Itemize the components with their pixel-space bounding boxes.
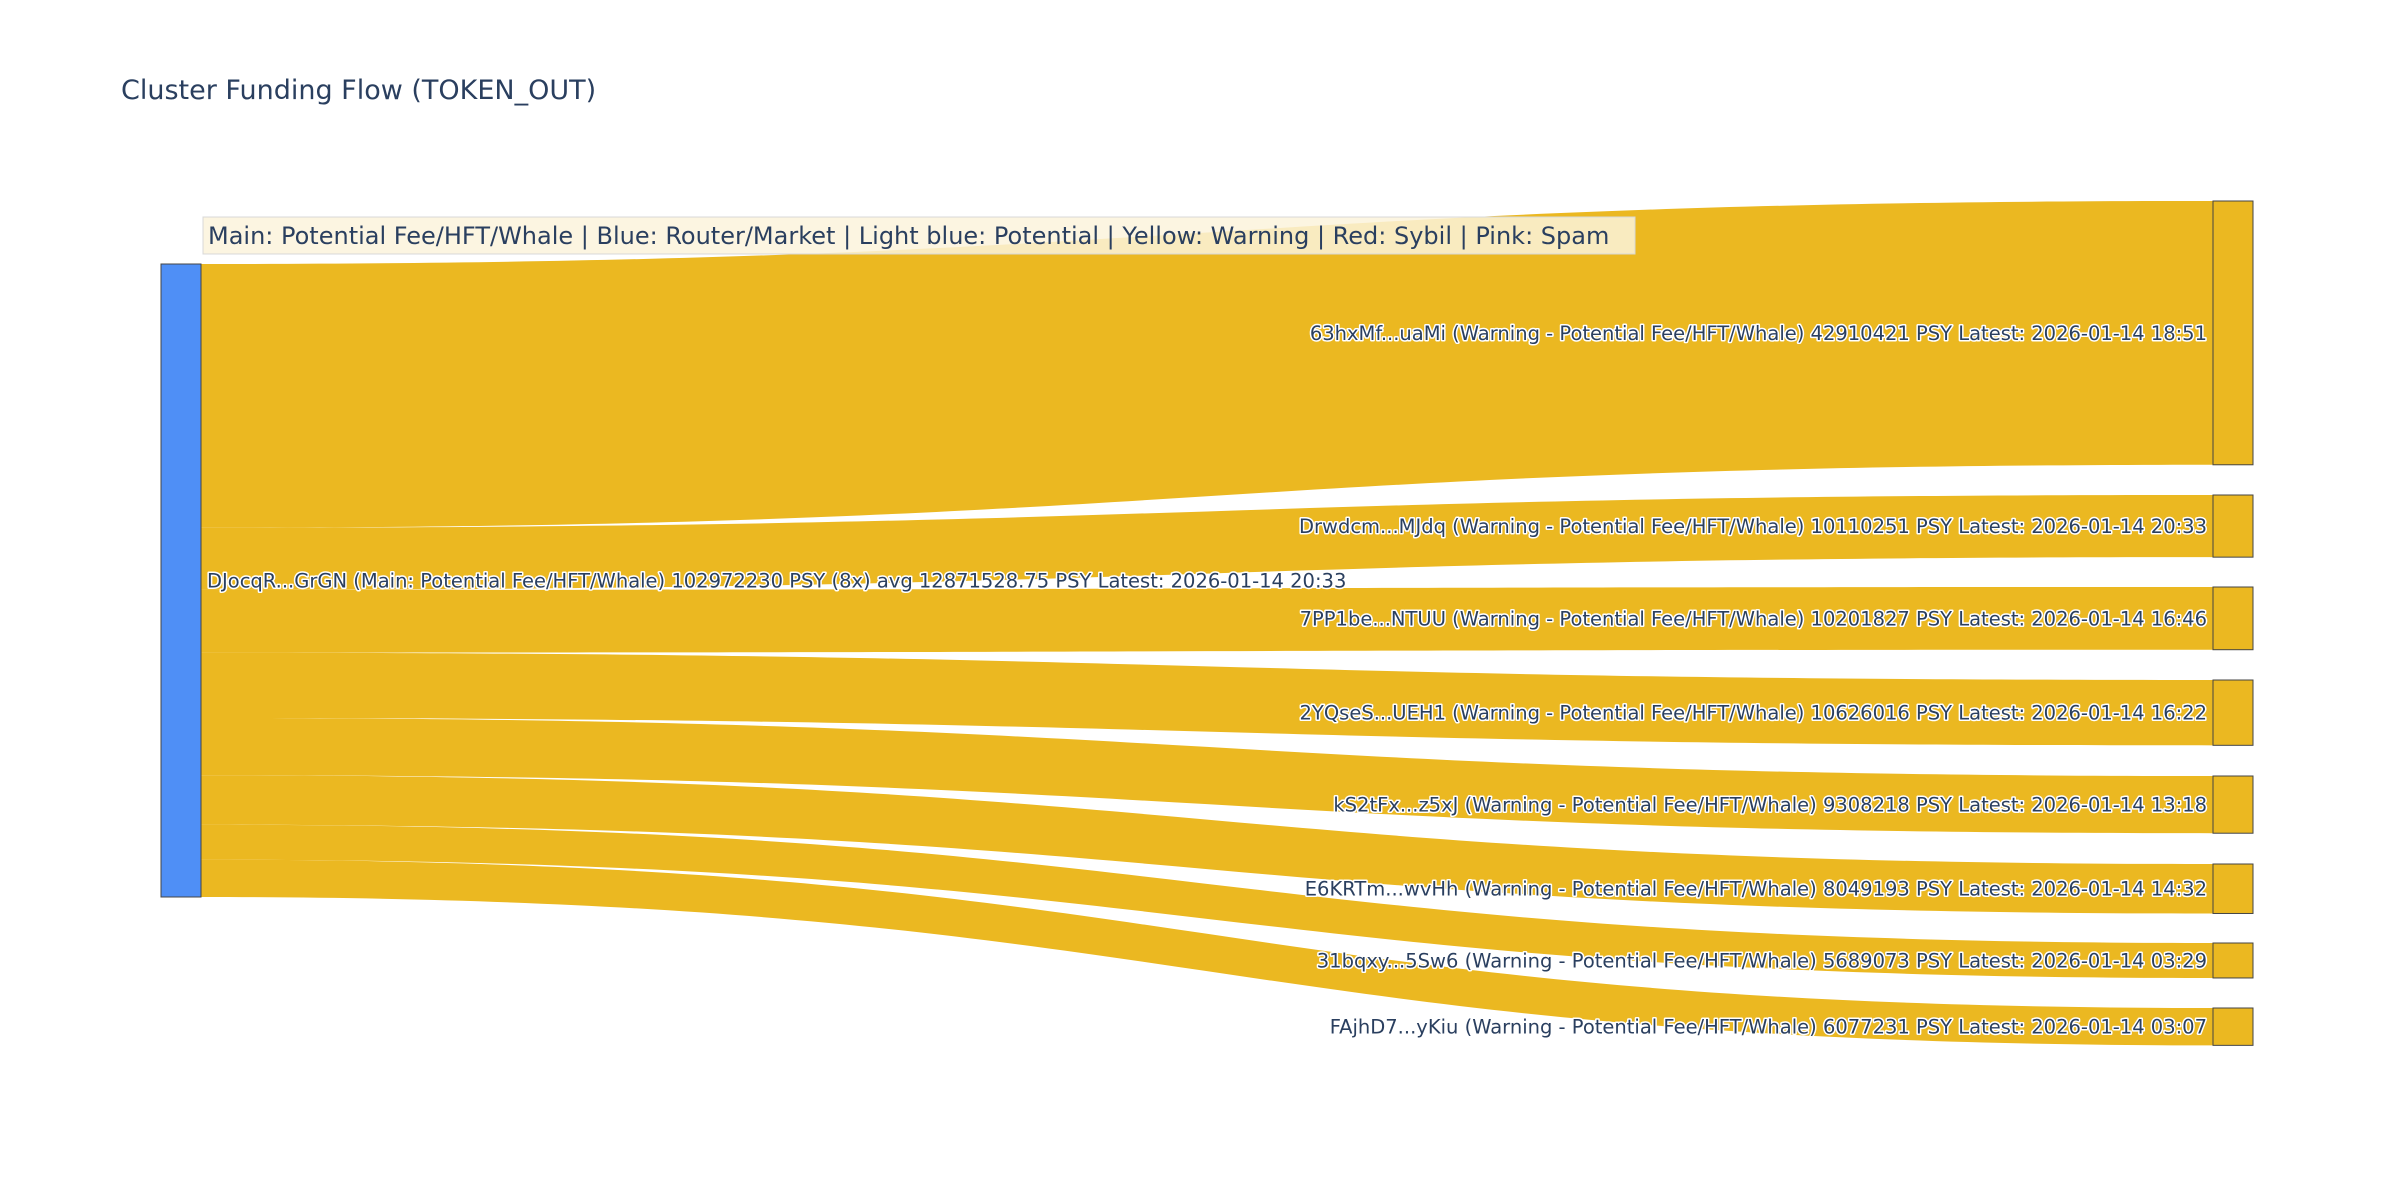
target-node <box>2212 679 2254 746</box>
sankey-nodes <box>160 200 2254 1046</box>
sankey-labels: 63hxMf...uaMi (Warning - Potential Fee/H… <box>206 320 2209 1040</box>
source-node <box>160 263 202 898</box>
target-node <box>2212 586 2254 651</box>
target-node-label: kS2tFx...z5xJ (Warning - Potential Fee/H… <box>1333 794 2207 817</box>
sankey-link <box>201 201 2213 528</box>
target-node <box>2212 775 2254 834</box>
target-node-label: FAjhD7...yKiu (Warning - Potential Fee/H… <box>1330 1016 2207 1039</box>
target-node-label: 63hxMf...uaMi (Warning - Potential Fee/H… <box>1310 322 2207 345</box>
target-node-label: E6KRTm...wvHh (Warning - Potential Fee/H… <box>1305 878 2207 901</box>
sankey-link <box>201 717 2213 834</box>
sankey-link <box>201 824 2213 978</box>
target-node <box>2212 200 2254 466</box>
target-node <box>2212 494 2254 558</box>
chart-title: Cluster Funding Flow (TOKEN_OUT) <box>121 75 596 106</box>
legend-text: Main: Potential Fee/HFT/Whale | Blue: Ro… <box>208 222 1609 250</box>
target-node-label: 31bqxy...5Sw6 (Warning - Potential Fee/H… <box>1317 949 2207 972</box>
target-node <box>2212 942 2254 979</box>
target-node <box>2212 1007 2254 1046</box>
sankey-link <box>201 775 2213 914</box>
sankey-link <box>201 587 2213 653</box>
legend-box <box>202 216 1636 255</box>
target-node-label: 2YQseS...UEH1 (Warning - Potential Fee/H… <box>1300 702 2207 725</box>
target-node-label: Drwdcm...MJdq (Warning - Potential Fee/H… <box>1299 515 2207 538</box>
sankey-link <box>201 652 2213 746</box>
legend: Main: Potential Fee/HFT/Whale | Blue: Ro… <box>202 216 1636 255</box>
target-node-label: 7PP1be...NTUU (Warning - Potential Fee/H… <box>1300 607 2207 630</box>
sankey-link <box>201 495 2213 590</box>
sankey-link <box>201 859 2213 1046</box>
sankey-links <box>201 201 2213 1046</box>
target-node <box>2212 863 2254 914</box>
source-node-label: DJocqR...GrGN (Main: Potential Fee/HFT/W… <box>207 570 1346 593</box>
